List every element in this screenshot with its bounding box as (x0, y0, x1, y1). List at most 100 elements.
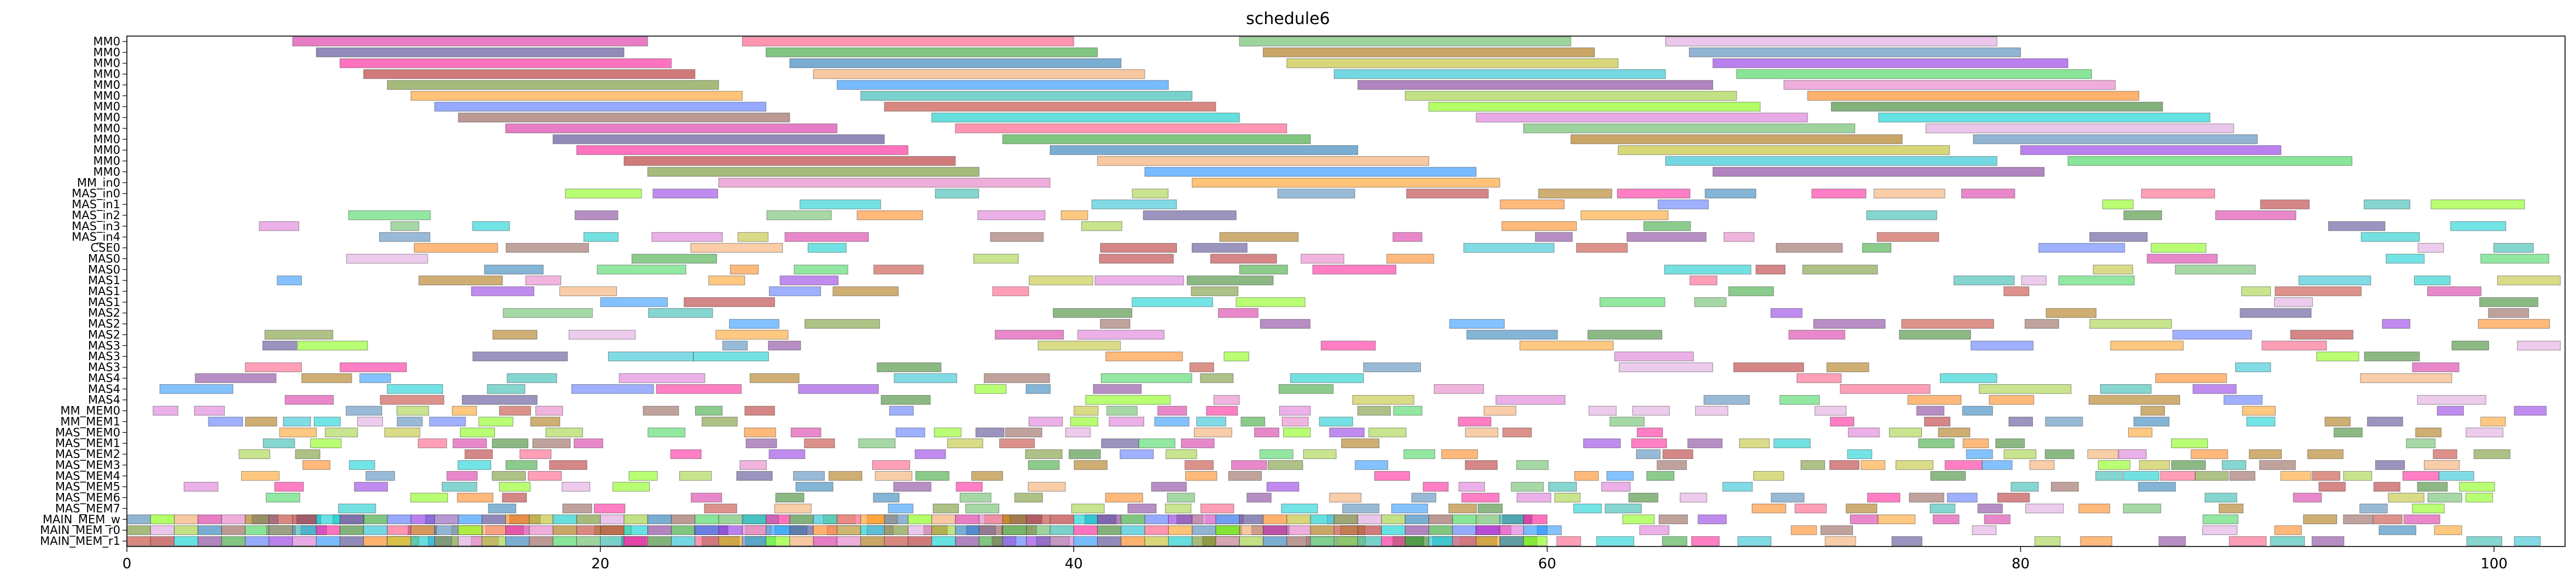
schedule-bar (2465, 492, 2493, 503)
schedule-bar (955, 481, 983, 492)
schedule-bar (628, 471, 658, 481)
schedule-bar (379, 232, 430, 242)
schedule-bar (1266, 481, 1299, 492)
schedule-bar (1807, 91, 2140, 101)
schedule-bar (1192, 536, 1216, 546)
y-tick-label: MAS_in3 (72, 220, 120, 233)
schedule-bar (873, 492, 900, 503)
schedule-bar (338, 503, 376, 514)
schedule-bar (1167, 492, 1195, 503)
schedule-bar (2318, 481, 2346, 492)
schedule-bar (1239, 37, 1571, 46)
schedule-bar (1192, 243, 1248, 253)
schedule-bar (793, 471, 825, 481)
schedule-bar (1281, 503, 1318, 514)
schedule-bar (277, 275, 302, 285)
schedule-bar (1776, 243, 1843, 253)
schedule-bar (978, 536, 1003, 546)
schedule-bar (2373, 481, 2400, 492)
schedule-bar (244, 525, 270, 536)
schedule-bar (2417, 395, 2486, 405)
schedule-bar (736, 471, 773, 481)
schedule-bar (1002, 514, 1027, 525)
schedule-bar (1105, 351, 1183, 362)
y-tick-label: MAS_in2 (72, 209, 120, 222)
schedule-bar (742, 37, 1074, 46)
schedule-bar (1495, 395, 1566, 405)
schedule-bar (1144, 167, 1477, 177)
schedule-bar (1909, 492, 1944, 503)
schedule-bar (1953, 275, 2015, 285)
schedule-bar (410, 536, 435, 546)
schedule-bar (505, 525, 530, 536)
schedule-bar (1588, 405, 1617, 416)
schedule-bar (1739, 438, 1770, 449)
schedule-bar (1614, 351, 1694, 362)
schedule-bar (648, 308, 713, 318)
schedule-bar (1403, 449, 1436, 459)
y-tick-label: MM0 (93, 46, 120, 59)
schedule-bar (2003, 449, 2037, 459)
schedule-bar (1263, 536, 1287, 546)
schedule-bar (813, 536, 837, 546)
schedule-bar (1157, 405, 1187, 416)
schedule-bar (1228, 471, 1262, 481)
schedule-bar (1333, 514, 1359, 525)
schedule-bar (1583, 438, 1621, 449)
schedule-bar (1374, 471, 1411, 481)
schedule-bar (313, 416, 341, 427)
schedule-bar (1101, 438, 1139, 449)
schedule-bar (600, 525, 625, 536)
schedule-bar (1263, 47, 1595, 57)
schedule-bar (2406, 438, 2436, 449)
schedule-bar (488, 503, 516, 514)
schedule-bar (1938, 427, 1971, 438)
schedule-bar (1333, 525, 1359, 536)
y-tick-label: MM_MEM0 (60, 404, 120, 418)
y-tick-label: MM0 (93, 155, 120, 168)
schedule-bar (458, 113, 790, 122)
schedule-bar (2190, 449, 2228, 459)
schedule-bar (1466, 330, 1558, 340)
schedule-bar (2386, 254, 2425, 264)
schedule-bar (1121, 525, 1145, 536)
schedule-bar (2067, 156, 2352, 166)
schedule-bar (832, 286, 899, 296)
schedule-bar (1556, 536, 1581, 546)
schedule-bar (1971, 340, 2034, 351)
schedule-bar (875, 471, 913, 481)
schedule-bar (464, 449, 493, 459)
schedule-bar (1218, 308, 1258, 318)
schedule-bar (1240, 416, 1266, 427)
schedule-bar (387, 80, 719, 90)
y-tick-label: MAS_MEM4 (55, 469, 120, 483)
schedule-bar (647, 536, 672, 546)
schedule-bar (1215, 525, 1240, 536)
schedule-bar (1618, 145, 1950, 155)
chart-title: schedule6 (1246, 9, 1330, 28)
schedule-bar (1132, 189, 1169, 198)
schedule-bar (2514, 405, 2547, 416)
schedule-bar (1779, 395, 1820, 405)
schedule-bar (671, 536, 696, 546)
schedule-bar (1050, 536, 1074, 546)
schedule-bar (530, 416, 561, 427)
schedule-bar (499, 405, 531, 416)
schedule-bar (2298, 275, 2371, 285)
schedule-bar (1664, 265, 1752, 275)
schedule-bar (718, 514, 743, 525)
schedule-bar (1722, 481, 1753, 492)
schedule-bar (446, 471, 478, 481)
schedule-bar (325, 427, 358, 438)
schedule-bar (126, 525, 151, 536)
schedule-bar (473, 351, 568, 362)
schedule-bar (1981, 460, 2013, 470)
y-tick-label: MAS_MEM1 (55, 437, 120, 450)
schedule-bar (1619, 362, 1714, 372)
schedule-bar (1944, 460, 1983, 470)
schedule-bar (1995, 438, 2025, 449)
schedule-bar (1916, 405, 1945, 416)
schedule-bar (2450, 221, 2507, 231)
schedule-bar (1802, 265, 1878, 275)
schedule-bar (784, 232, 869, 242)
